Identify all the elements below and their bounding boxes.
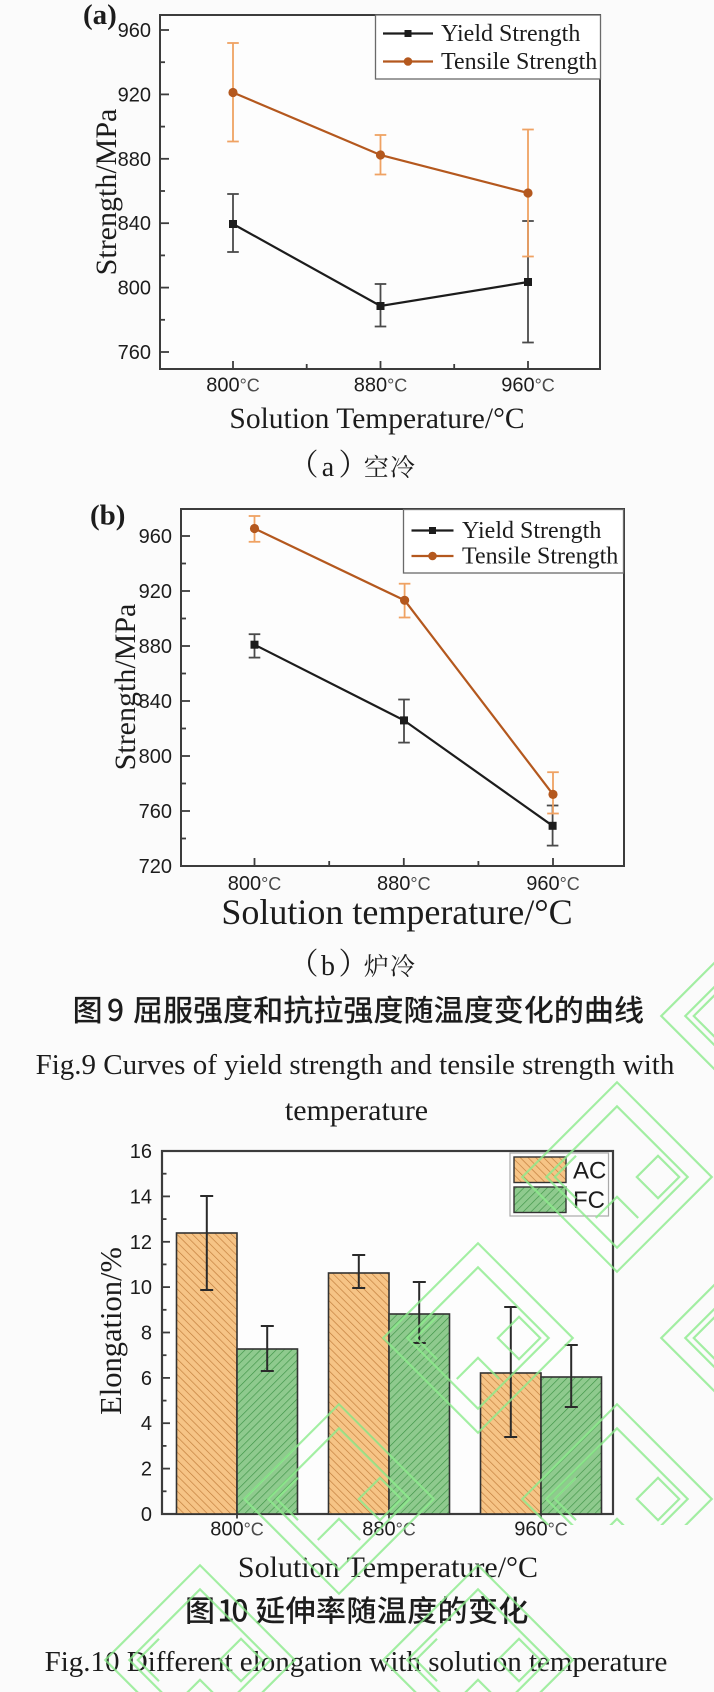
svg-text:960°C: 960°C — [501, 375, 555, 397]
svg-text:0: 0 — [141, 1504, 152, 1526]
svg-text:Yield Strength: Yield Strength — [441, 21, 580, 47]
svg-text:960: 960 — [118, 20, 151, 42]
svg-text:880: 880 — [139, 636, 172, 658]
svg-text:14: 14 — [130, 1186, 152, 1208]
svg-text:b: b — [321, 951, 335, 982]
svg-text:AC: AC — [573, 1158, 606, 1185]
svg-text:Strength/MPa: Strength/MPa — [90, 109, 123, 276]
svg-text:880: 880 — [118, 149, 151, 171]
svg-text:720: 720 — [139, 856, 172, 878]
svg-text:960°C: 960°C — [514, 1519, 568, 1541]
svg-text:960: 960 — [139, 526, 172, 548]
svg-text:920: 920 — [139, 581, 172, 603]
svg-text:Tensile Strength: Tensile Strength — [462, 544, 618, 570]
svg-text:840: 840 — [139, 691, 172, 713]
svg-text:Fig.9 Curves of yield strength: Fig.9 Curves of yield strength and tensi… — [36, 1049, 675, 1081]
svg-text:4: 4 — [141, 1413, 152, 1435]
svg-text:960°C: 960°C — [526, 873, 580, 895]
svg-text:temperature: temperature — [285, 1094, 428, 1127]
svg-text:880°C: 880°C — [362, 1519, 416, 1541]
svg-text:6: 6 — [141, 1368, 152, 1390]
svg-text:Elongation/%: Elongation/% — [94, 1247, 128, 1415]
svg-text:920: 920 — [118, 84, 151, 106]
svg-text:(a): (a) — [83, 0, 117, 31]
svg-text:a: a — [322, 452, 335, 483]
svg-text:Solution temperature/°C: Solution temperature/°C — [221, 892, 572, 932]
svg-text:800: 800 — [139, 746, 172, 768]
svg-text:760: 760 — [139, 801, 172, 823]
svg-text:10: 10 — [130, 1277, 152, 1299]
svg-text:Solution Temperature/°C: Solution Temperature/°C — [238, 1551, 538, 1584]
svg-text:Tensile Strength: Tensile Strength — [441, 49, 597, 75]
svg-text:8: 8 — [141, 1323, 152, 1345]
svg-text:800°C: 800°C — [228, 873, 282, 895]
svg-text:2: 2 — [141, 1459, 152, 1481]
svg-text:(b): (b) — [90, 500, 125, 532]
svg-text:Yield Strength: Yield Strength — [462, 518, 601, 544]
svg-text:16: 16 — [130, 1141, 152, 1163]
svg-text:800°C: 800°C — [210, 1519, 264, 1541]
svg-text:800°C: 800°C — [206, 375, 260, 397]
svg-text:Solution Temperature/°C: Solution Temperature/°C — [229, 403, 524, 435]
svg-text:800: 800 — [118, 278, 151, 300]
svg-text:880°C: 880°C — [354, 375, 408, 397]
svg-text:760: 760 — [118, 342, 151, 364]
svg-text:880°C: 880°C — [377, 873, 431, 895]
svg-text:12: 12 — [130, 1232, 152, 1254]
svg-text:840: 840 — [118, 213, 151, 235]
svg-text:Strength/MPa: Strength/MPa — [109, 604, 142, 771]
